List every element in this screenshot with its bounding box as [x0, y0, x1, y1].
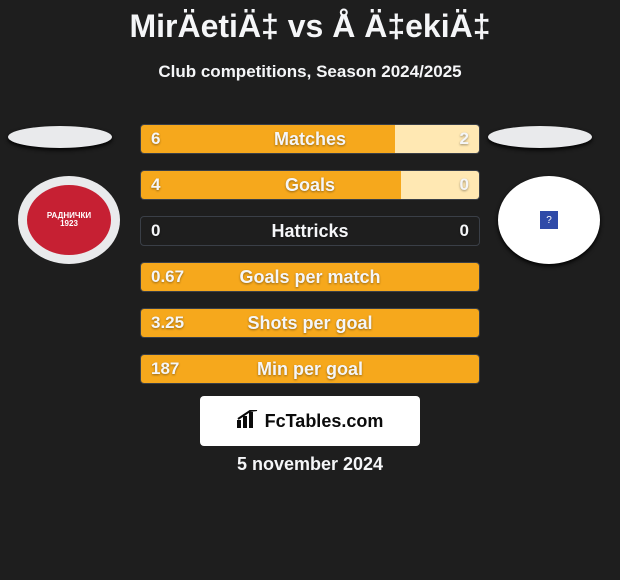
- page-title: MirÄetiÄ‡ vs Å Ä‡ekiÄ‡: [0, 8, 620, 45]
- stat-row: Goals per match0.67: [140, 262, 480, 292]
- club-badge-right-inner: ?: [540, 211, 558, 229]
- stat-label: Goals: [141, 171, 479, 199]
- stat-value-left: 3.25: [141, 309, 194, 337]
- brand-label-wrap: FcTables.com: [237, 410, 384, 433]
- stat-value-left: 0.67: [141, 263, 194, 291]
- club-badge-left: РАДНИЧКИ 1923: [18, 176, 120, 264]
- stat-row: Goals4 0: [140, 170, 480, 200]
- brand-icon: [237, 410, 259, 433]
- stat-row: Min per goal187: [140, 354, 480, 384]
- club-left-text: РАДНИЧКИ 1923: [47, 212, 91, 229]
- club-badge-right-glyph: ?: [546, 215, 552, 226]
- page-subtitle: Club competitions, Season 2024/2025: [0, 62, 620, 82]
- stat-value-right: 0: [450, 217, 479, 245]
- stat-label: Matches: [141, 125, 479, 153]
- stat-value-right: 0: [450, 171, 479, 199]
- stat-value-left: 0: [141, 217, 170, 245]
- stat-value-left: 6: [141, 125, 170, 153]
- stat-row: Matches6 2: [140, 124, 480, 154]
- player-pill-left: [8, 126, 112, 148]
- footer-date: 5 november 2024: [0, 454, 620, 475]
- stat-value-left: 4: [141, 171, 170, 199]
- stat-row: Shots per goal3.25: [140, 308, 480, 338]
- stat-label: Min per goal: [141, 355, 479, 383]
- player-pill-right: [488, 126, 592, 148]
- comparison-card: MirÄetiÄ‡ vs Å Ä‡ekiÄ‡ Club competitions…: [0, 0, 620, 580]
- club-badge-right: ?: [498, 176, 600, 264]
- brand-box[interactable]: FcTables.com: [200, 396, 420, 446]
- stat-value-left: 187: [141, 355, 189, 383]
- club-badge-left-inner: РАДНИЧКИ 1923: [27, 185, 111, 255]
- stat-value-right: 2: [450, 125, 479, 153]
- stat-label: Hattricks: [141, 217, 479, 245]
- stat-row: Hattricks0 0: [140, 216, 480, 246]
- brand-label: FcTables.com: [265, 411, 384, 432]
